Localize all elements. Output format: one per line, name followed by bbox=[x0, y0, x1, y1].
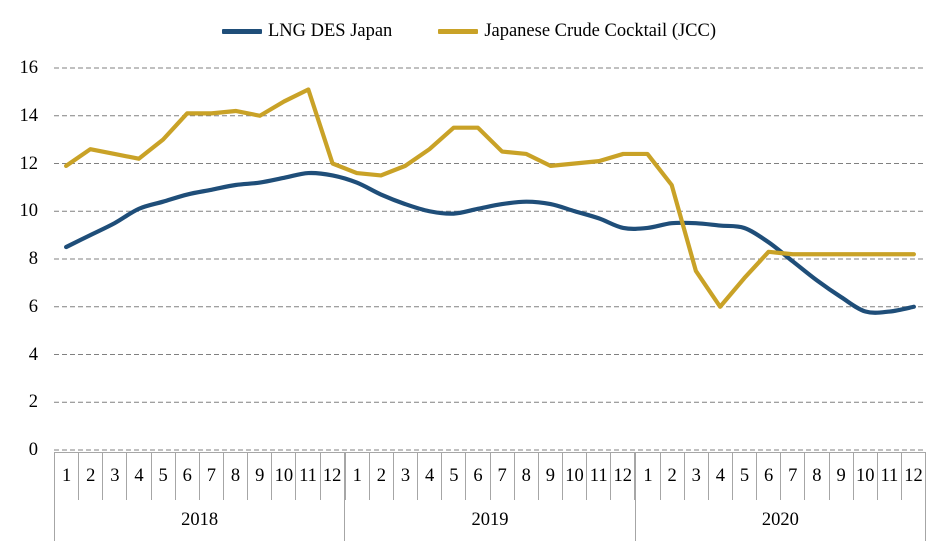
x-axis-month-cell: 12 bbox=[321, 453, 345, 500]
x-axis-month-cell: 12 bbox=[611, 453, 636, 500]
plot-svg bbox=[54, 67, 926, 451]
y-axis-tick-label: 6 bbox=[28, 296, 38, 317]
y-axis-tick-label: 12 bbox=[19, 153, 39, 174]
legend-label-jcc: Japanese Crude Cocktail (JCC) bbox=[484, 20, 717, 41]
x-axis-month-cell: 5 bbox=[152, 453, 176, 500]
x-axis-month-cell: 9 bbox=[539, 453, 563, 500]
y-axis-tick-label: 2 bbox=[28, 392, 38, 412]
y-axis-tick-label: 14 bbox=[19, 105, 39, 126]
y-axis-labels: 0 2 4 6 8 10 12 14 16 bbox=[0, 59, 46, 459]
x-axis-month-cell: 11 bbox=[878, 453, 902, 500]
legend-entry-lng[interactable]: LNG DES Japan bbox=[221, 20, 393, 41]
x-axis-month-cell: 3 bbox=[685, 453, 709, 500]
x-axis-month-cell: 10 bbox=[563, 453, 588, 500]
x-axis-month-cell: 4 bbox=[127, 453, 152, 500]
x-axis-year-row: 2018 2019 2020 bbox=[54, 500, 926, 541]
x-axis-month-cell: 1 bbox=[635, 453, 661, 500]
y-axis-tick-label: 8 bbox=[28, 248, 38, 269]
x-axis-month-cell: 5 bbox=[733, 453, 758, 500]
x-axis-month-cell: 5 bbox=[442, 453, 467, 500]
x-axis-month-cell: 2 bbox=[370, 453, 394, 500]
x-axis-month-cell: 6 bbox=[176, 453, 200, 500]
x-axis-month-cell: 12 bbox=[902, 453, 927, 500]
x-axis-year-label: 2019 bbox=[345, 500, 636, 541]
chart-legend: LNG DES Japan Japanese Crude Cocktail (J… bbox=[0, 14, 938, 48]
x-axis-month-cell: 11 bbox=[587, 453, 612, 500]
series-paths bbox=[64, 87, 916, 315]
x-axis-month-cell: 1 bbox=[54, 453, 80, 500]
x-axis-month-cell: 4 bbox=[418, 453, 443, 500]
x-axis-year-label: 2020 bbox=[636, 500, 926, 541]
x-axis-month-cell: 7 bbox=[200, 453, 224, 500]
y-axis-tick-label: 16 bbox=[19, 57, 39, 78]
x-axis-month-cell: 3 bbox=[394, 453, 419, 500]
x-axis-month-cell: 9 bbox=[830, 453, 854, 500]
x-axis-month-row: 1 2 3 4 5 6 7 8 9 10 11 12 1 2 3 4 5 6 7 8 9 10 11 12 1 2 3 4 5 6 7 8 9 1… bbox=[54, 453, 927, 500]
gridlines bbox=[54, 67, 926, 451]
x-axis-month-cell: 7 bbox=[781, 453, 806, 500]
x-axis-month-cell: 1 bbox=[344, 453, 370, 500]
x-axis: 1 2 3 4 5 6 7 8 9 10 11 12 1 2 3 4 5 6 7 8 9 10 11 12 1 2 3 4 5 6 7 8 9 1… bbox=[54, 452, 927, 541]
y-axis-tick-label: 4 bbox=[28, 344, 38, 365]
y-axis-tick-label: 0 bbox=[28, 439, 38, 460]
x-axis-month-cell: 6 bbox=[466, 453, 491, 500]
x-axis-month-cell: 4 bbox=[709, 453, 733, 500]
x-axis-month-cell: 11 bbox=[296, 453, 321, 500]
x-axis-month-cell: 6 bbox=[757, 453, 782, 500]
plot-area bbox=[54, 67, 926, 451]
legend-entry-jcc[interactable]: Japanese Crude Cocktail (JCC) bbox=[438, 22, 716, 41]
x-axis-month-cell: 2 bbox=[661, 453, 685, 500]
x-axis-month-cell: 7 bbox=[491, 453, 515, 500]
legend-swatch-lng-icon bbox=[221, 28, 262, 34]
x-axis-month-cell: 10 bbox=[854, 453, 878, 500]
series-line-jcc bbox=[64, 87, 916, 309]
x-axis-month-cell: 9 bbox=[248, 453, 273, 500]
y-axis-tick-label: 10 bbox=[19, 201, 39, 221]
x-axis-month-cell: 8 bbox=[515, 453, 539, 500]
x-axis-month-cell: 10 bbox=[272, 453, 297, 500]
x-axis-month-cell: 8 bbox=[224, 453, 249, 500]
x-axis-month-cell: 3 bbox=[103, 453, 128, 500]
x-axis-year-label: 2018 bbox=[54, 500, 346, 541]
series-line-lng bbox=[64, 170, 916, 315]
legend-label-lng: LNG DES Japan bbox=[267, 20, 393, 41]
x-axis-month-cell: 8 bbox=[805, 453, 830, 500]
legend-swatch-jcc-icon bbox=[438, 28, 479, 34]
x-axis-month-cell: 2 bbox=[79, 453, 104, 500]
